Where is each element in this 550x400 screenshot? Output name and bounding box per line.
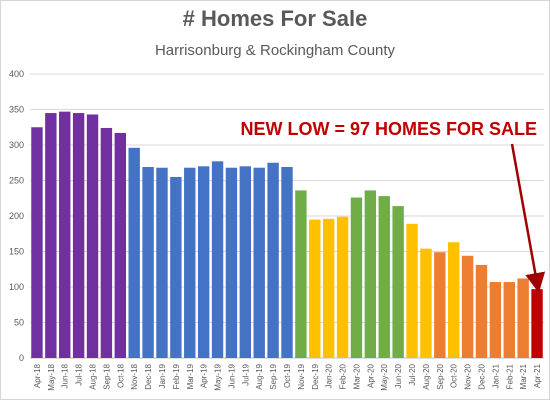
x-tick-label: Sep-20: [436, 363, 445, 389]
x-tick-label: Aug-18: [89, 363, 98, 389]
bar: [475, 264, 488, 358]
bar: [59, 111, 71, 358]
bar: [225, 167, 238, 358]
bar: [281, 167, 293, 358]
x-tick-label: Jul-20: [408, 363, 417, 385]
bar: [45, 113, 57, 358]
bar: [184, 167, 196, 358]
x-tick-label: Jan-19: [158, 363, 167, 388]
bar: [309, 219, 321, 358]
x-tick-label: Jul-18: [75, 363, 84, 385]
y-tick-label: 350: [9, 105, 24, 115]
bar: [531, 289, 543, 358]
chart-title: # Homes For Sale: [182, 6, 368, 31]
y-tick-label: 0: [19, 353, 24, 363]
bar: [197, 166, 210, 358]
x-tick-label: Feb-19: [172, 363, 181, 389]
x-tick-label: Oct-20: [450, 363, 459, 388]
x-tick-label: May-18: [47, 363, 56, 390]
x-tick-label: Jan-21: [491, 363, 500, 388]
x-tick-label: Sep-19: [269, 363, 278, 389]
bar: [364, 190, 377, 358]
bar: [86, 114, 99, 358]
y-tick-label: 150: [9, 247, 24, 257]
bar: [378, 196, 390, 358]
bar: [72, 113, 85, 358]
x-tick-label: Mar-19: [186, 363, 195, 389]
bar: [392, 206, 404, 358]
x-tick-label: Jun-19: [227, 363, 236, 388]
bar: [239, 166, 252, 358]
bar: [461, 255, 474, 358]
y-tick-label: 300: [9, 140, 24, 150]
x-tick-label: May-20: [380, 363, 389, 390]
x-tick-label: Apr-18: [33, 363, 42, 388]
bar: [406, 223, 418, 358]
bar: [128, 147, 140, 358]
x-tick-label: Dec-18: [144, 363, 153, 389]
x-tick-label: Apr-19: [200, 363, 209, 388]
x-tick-label: Jul-19: [241, 363, 250, 385]
x-tick-label: Feb-21: [505, 363, 514, 389]
x-tick-label: Nov-19: [297, 363, 306, 389]
y-tick-label: 100: [9, 282, 24, 292]
y-tick-label: 50: [14, 318, 24, 328]
bar: [336, 216, 349, 358]
x-tick-label: Feb-20: [339, 363, 348, 389]
x-tick-label: Nov-18: [130, 363, 139, 389]
bar: [503, 282, 515, 358]
bar: [322, 218, 335, 358]
x-tick-label: Aug-19: [255, 363, 264, 389]
x-tick-label: Sep-18: [102, 363, 111, 389]
x-tick-label: Dec-20: [477, 363, 486, 389]
bar: [31, 127, 43, 358]
x-tick-label: Apr-21: [533, 363, 542, 388]
bar: [253, 167, 265, 358]
bar: [142, 167, 154, 358]
x-tick-label: Mar-20: [352, 363, 361, 389]
bar: [350, 197, 363, 358]
x-tick-label: Oct-18: [116, 363, 125, 388]
bar: [156, 167, 168, 358]
x-tick-label: Jun-20: [394, 363, 403, 388]
bar: [448, 242, 460, 358]
bar: [434, 252, 446, 358]
y-tick-label: 400: [9, 69, 24, 79]
x-tick-label: Nov-20: [464, 363, 473, 389]
x-tick-label: Dec-19: [311, 363, 320, 389]
x-tick-label: Oct-19: [283, 363, 292, 388]
y-tick-label: 200: [9, 211, 24, 221]
bar: [267, 162, 279, 358]
bar: [517, 278, 529, 358]
x-tick-label: Apr-20: [366, 363, 375, 388]
bar: [100, 127, 113, 359]
x-tick-label: Jun-18: [61, 363, 70, 388]
x-tick-label: Jan-20: [325, 363, 334, 388]
bar: [295, 190, 307, 358]
bar: [489, 282, 502, 358]
bar: [170, 176, 182, 358]
bar: [114, 132, 126, 358]
x-tick-label: Mar-21: [519, 363, 528, 389]
annotation-arrow: [510, 143, 546, 293]
x-tick-label: May-19: [214, 363, 223, 390]
annotation-text: NEW LOW = 97 HOMES FOR SALE: [240, 119, 537, 139]
y-tick-label: 250: [9, 176, 24, 186]
x-tick-label: Aug-20: [422, 363, 431, 389]
bar: [420, 248, 432, 358]
bar: [211, 161, 224, 358]
chart-subtitle: Harrisonburg & Rockingham County: [154, 42, 396, 59]
